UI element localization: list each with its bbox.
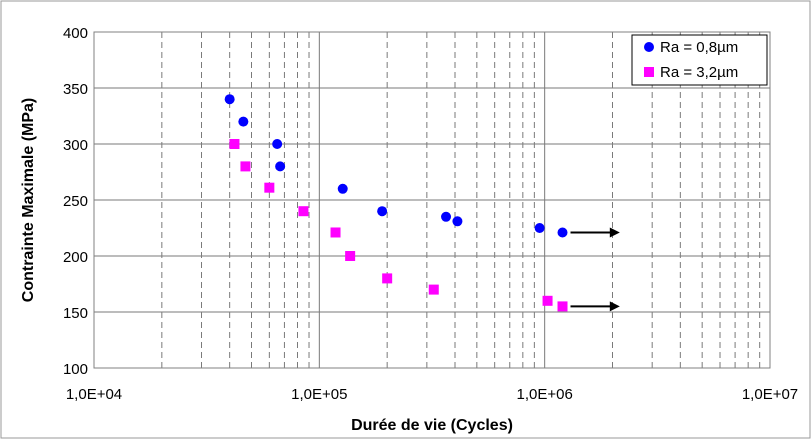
runout-arrows bbox=[570, 227, 620, 312]
plot-border bbox=[93, 31, 771, 369]
y-tick-label: 250 bbox=[63, 193, 88, 210]
legend: Ra = 0,8µm Ra = 3,2µm bbox=[631, 34, 768, 86]
legend-label-ra-08: Ra = 0,8µm bbox=[660, 39, 738, 56]
data-points bbox=[224, 94, 568, 312]
data-point-circle bbox=[534, 223, 545, 233]
data-point-square bbox=[240, 161, 251, 172]
data-point-square bbox=[229, 139, 240, 149]
data-point-circle bbox=[238, 116, 249, 127]
y-tick-label: 100 bbox=[63, 361, 88, 378]
x-tick-labels: 1,0E+04 1,0E+05 1,0E+06 1,0E+07 bbox=[66, 386, 798, 403]
data-point-circle bbox=[377, 206, 388, 217]
x-tick-label: 1,0E+04 bbox=[66, 386, 122, 403]
data-point-circle bbox=[224, 94, 235, 105]
y-tick-labels: 100 150 200 250 300 350 400 bbox=[63, 25, 88, 378]
data-point-square bbox=[542, 295, 553, 306]
data-point-circle bbox=[275, 161, 286, 172]
data-point-square bbox=[298, 206, 309, 217]
data-point-square bbox=[382, 273, 393, 284]
data-point-circle bbox=[272, 139, 283, 149]
legend-box bbox=[631, 34, 768, 86]
data-point-square bbox=[557, 301, 568, 312]
legend-marker-ra-08 bbox=[644, 42, 654, 52]
y-tick-label: 150 bbox=[63, 305, 88, 322]
data-point-circle bbox=[337, 183, 348, 194]
data-point-square bbox=[345, 251, 356, 261]
y-tick-label: 350 bbox=[63, 81, 88, 98]
x-tick-label: 1,0E+05 bbox=[291, 386, 347, 403]
data-point-square bbox=[264, 182, 275, 193]
y-tick-label: 200 bbox=[63, 249, 88, 266]
x-tick-label: 1,0E+07 bbox=[742, 386, 798, 403]
y-axis-label: Contrainte Maximale (MPa) bbox=[20, 98, 37, 302]
data-point-circle bbox=[441, 211, 452, 222]
runout-arrow-head bbox=[609, 301, 620, 312]
legend-marker-ra-32 bbox=[644, 67, 654, 77]
y-tick-label: 400 bbox=[63, 25, 88, 42]
data-point-circle bbox=[557, 227, 568, 238]
runout-arrow-head bbox=[609, 227, 620, 238]
data-point-circle bbox=[452, 216, 463, 227]
data-point-square bbox=[330, 227, 341, 238]
x-tick-label: 1,0E+06 bbox=[517, 386, 573, 403]
x-axis-label: Durée de vie (Cycles) bbox=[351, 417, 513, 434]
y-tick-label: 300 bbox=[63, 137, 88, 154]
data-point-square bbox=[428, 284, 439, 295]
legend-label-ra-32: Ra = 3,2µm bbox=[660, 64, 738, 81]
